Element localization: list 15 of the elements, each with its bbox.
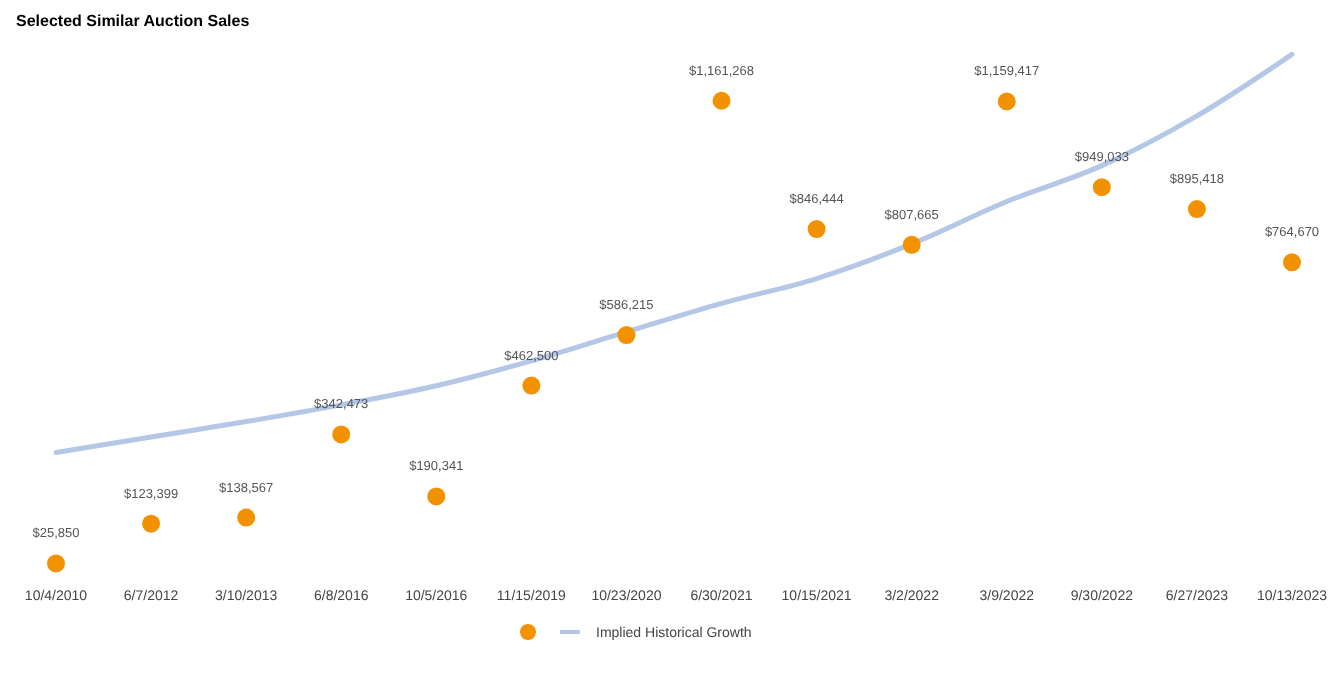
chart-title: Selected Similar Auction Sales <box>16 12 251 30</box>
point <box>807 220 826 239</box>
point <box>1283 253 1301 272</box>
point <box>522 376 541 395</box>
point <box>332 425 351 444</box>
point <box>617 326 636 345</box>
point <box>712 91 731 110</box>
point <box>902 235 921 254</box>
point <box>237 508 256 527</box>
point <box>47 554 65 573</box>
point <box>997 92 1016 111</box>
point <box>142 514 161 533</box>
point <box>1187 200 1206 219</box>
point <box>1092 178 1111 197</box>
point <box>427 487 446 506</box>
